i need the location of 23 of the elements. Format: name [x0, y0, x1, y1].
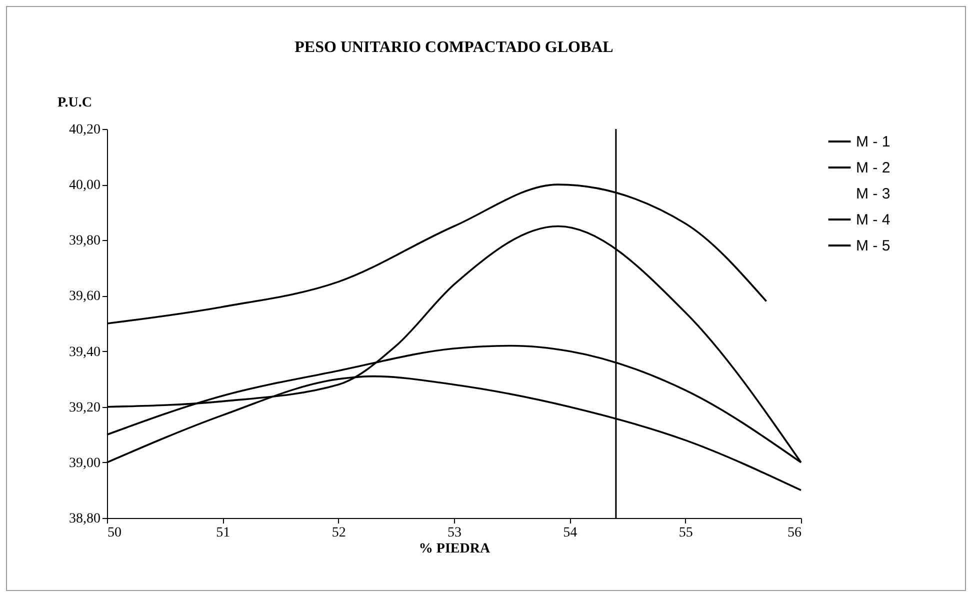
y-tick-label: 38,80 [69, 512, 100, 526]
legend-label: M - 5 [856, 238, 890, 254]
x-tick-label: 52 [332, 526, 346, 540]
x-tick-label: 55 [678, 526, 693, 540]
legend-label: M - 2 [856, 160, 890, 176]
y-tick-label: 40,20 [69, 122, 100, 138]
y-tick-label: 39,60 [69, 289, 100, 304]
y-tick-label: 40,00 [69, 178, 100, 194]
y-tick-label: 39,80 [69, 234, 100, 249]
y-tick-label: 39,20 [69, 400, 100, 416]
text: M - 3 [856, 186, 890, 202]
x-tick-label: 56 [788, 526, 802, 540]
legend-label: M - 4 [856, 212, 890, 228]
x-tick-label: 51 [216, 526, 230, 540]
x-tick-label: 50 [108, 526, 122, 540]
y-axis-title: P.U.C [58, 96, 92, 110]
x-tick-label: 54 [563, 526, 578, 540]
legend-label: M - 1 [856, 134, 890, 150]
y-tick-label: 39,00 [69, 456, 100, 471]
chart-title: PESO UNITARIO COMPACTADO GLOBAL [294, 39, 614, 56]
x-axis-title: % PIEDRA [418, 542, 491, 556]
x-tick-label: 53 [448, 526, 462, 540]
y-tick-label: 39,40 [69, 344, 100, 360]
